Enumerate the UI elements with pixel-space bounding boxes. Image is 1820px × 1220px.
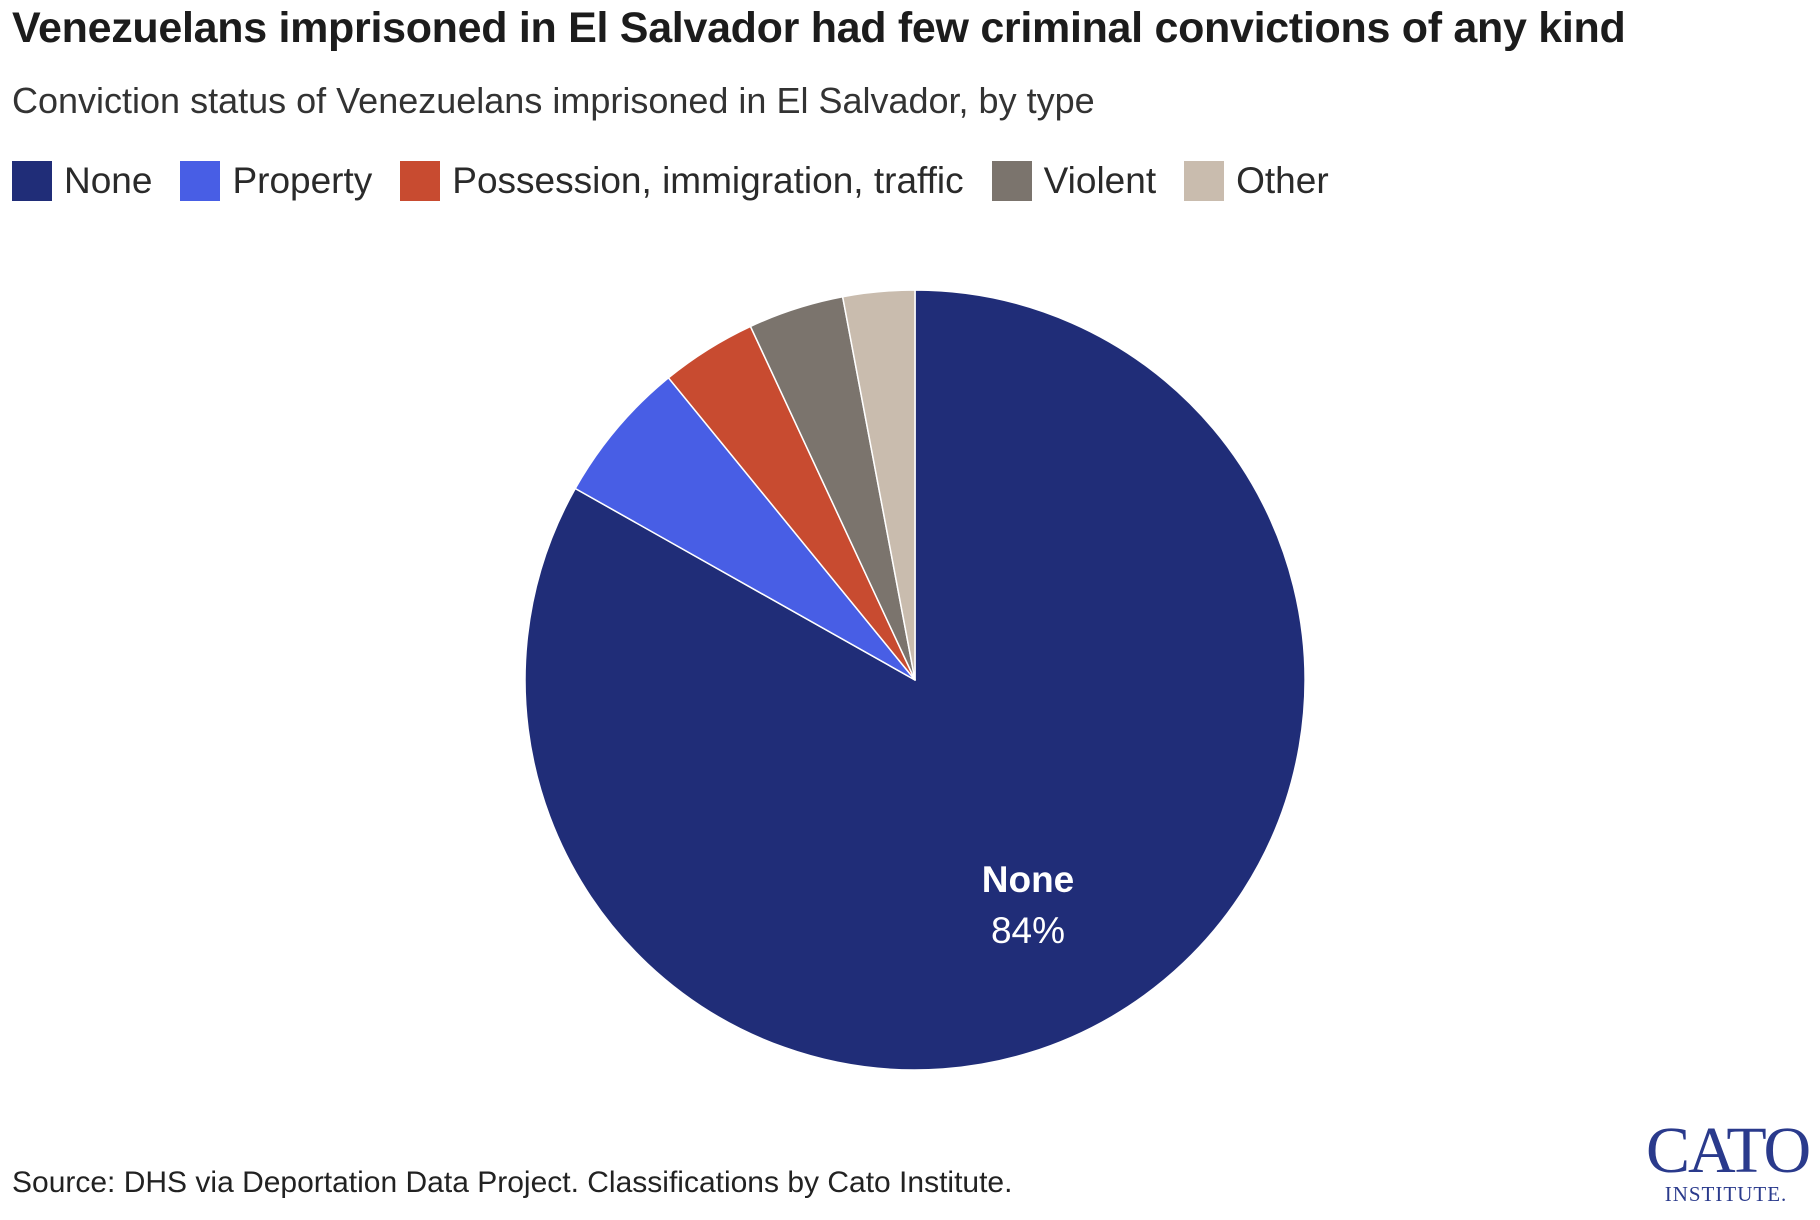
legend-swatch-none xyxy=(12,161,52,201)
cato-institute-logo: CATO INSTITUTE. xyxy=(1646,1114,1811,1206)
pie-slice-property xyxy=(574,377,916,681)
legend-swatch-possession xyxy=(400,161,441,201)
legend-item-property: Property xyxy=(180,160,372,202)
chart-title: Venezuelans imprisoned in El Salvador ha… xyxy=(12,4,1626,52)
logo-wordmark: CATO xyxy=(1646,1114,1811,1187)
logo-subtext: INSTITUTE. xyxy=(1664,1182,1788,1206)
slice-label-none-name: None xyxy=(982,859,1075,900)
legend-label-violent: Violent xyxy=(1043,160,1157,201)
legend-swatch-violent xyxy=(991,161,1032,201)
legend-label-property: Property xyxy=(232,160,373,201)
legend-item-other: Other xyxy=(1184,160,1329,202)
legend-label-possession: Possession, immigration, traffic xyxy=(452,160,964,201)
legend-swatch-other xyxy=(1184,161,1225,201)
legend-item-possession: Possession, immigration, traffic xyxy=(400,160,964,202)
chart-legend: None Property Possession, immigration, t… xyxy=(12,160,1357,202)
legend-label-none: None xyxy=(64,160,153,201)
legend-label-other: Other xyxy=(1236,160,1329,201)
pie-slice-other xyxy=(841,289,916,681)
pie-slice-none xyxy=(524,289,1306,1071)
legend-item-none: None xyxy=(12,160,152,202)
chart-subtitle: Conviction status of Venezuelans impriso… xyxy=(12,80,1095,121)
legend-item-violent: Violent xyxy=(991,160,1157,202)
pie-slices xyxy=(524,289,1306,1071)
legend-swatch-property xyxy=(180,161,221,201)
source-note: Source: DHS via Deportation Data Project… xyxy=(12,1166,1013,1199)
slice-label-none-value: 84% xyxy=(991,910,1065,951)
